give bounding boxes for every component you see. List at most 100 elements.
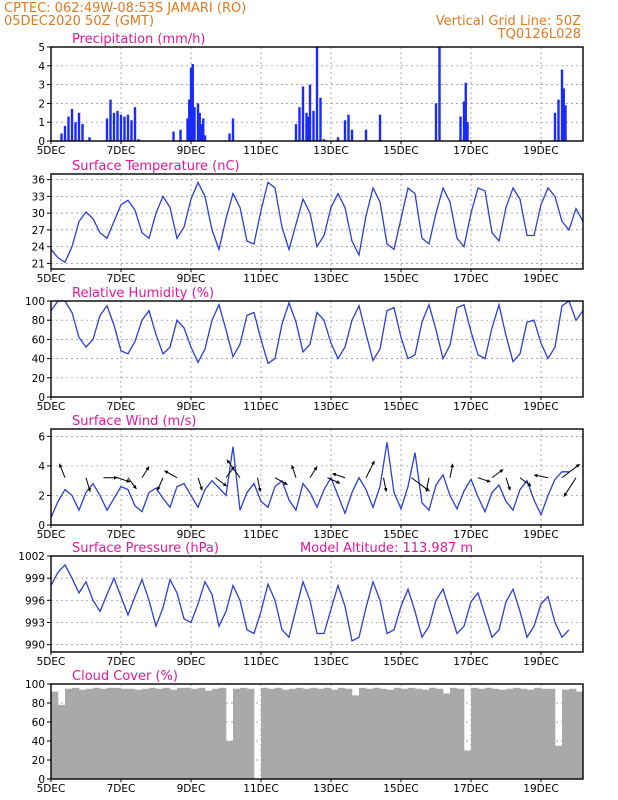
cloud-bar-10 bbox=[121, 688, 129, 779]
bar-precip-40 bbox=[319, 97, 322, 141]
xtick-label-pres-1: 7DEC bbox=[107, 656, 136, 668]
bar-precip-27 bbox=[200, 124, 203, 141]
xtick-label-rh-5: 15DEC bbox=[383, 401, 418, 413]
frame-rh bbox=[50, 300, 584, 398]
xtick-label-wind-0: 5DEC bbox=[37, 529, 66, 541]
bar-precip-7 bbox=[88, 137, 91, 141]
cloud-bar-54 bbox=[429, 687, 437, 779]
wind-arrowhead-24 bbox=[499, 469, 504, 473]
cloud-bar-55 bbox=[436, 688, 444, 779]
panel-subtitle-pres: Model Altitude: 113.987 m bbox=[300, 541, 473, 556]
bar-precip-39 bbox=[315, 47, 319, 141]
bar-precip-52 bbox=[464, 82, 467, 141]
panel-title-cloud: Cloud Cover (%) bbox=[72, 669, 178, 684]
ytick-label-pres-2: 996 bbox=[25, 595, 45, 607]
xtick-label-pres-2: 9DEC bbox=[177, 656, 206, 668]
ytick-label-rh-3: 60 bbox=[32, 334, 45, 346]
cloud-bar-3 bbox=[72, 687, 80, 779]
bar-precip-8 bbox=[105, 118, 109, 141]
xtick-label-rh-0: 5DEC bbox=[37, 401, 66, 413]
bar-precip-22 bbox=[189, 67, 193, 141]
xtick-label-rh-2: 9DEC bbox=[177, 401, 206, 413]
xtick-label-cloud-0: 5DEC bbox=[37, 783, 66, 795]
cloud-bar-21 bbox=[198, 687, 206, 779]
series-line-pres bbox=[50, 563, 570, 642]
wind-arrowhead-9 bbox=[222, 482, 227, 487]
wind-arrowhead-18 bbox=[371, 460, 375, 465]
cloud-bar-65 bbox=[506, 688, 514, 779]
series-line-rh bbox=[50, 299, 584, 365]
wind-arrowhead-5 bbox=[145, 466, 149, 471]
bar-precip-18 bbox=[172, 131, 175, 141]
bar-precip-36 bbox=[307, 116, 310, 141]
wind-arrowhead-17 bbox=[332, 472, 337, 477]
wind-arrowhead-11 bbox=[226, 459, 231, 464]
xtick-label-precip-4: 13DEC bbox=[313, 145, 348, 157]
cloud-bar-73 bbox=[562, 689, 570, 779]
cloud-bar-41 bbox=[338, 687, 346, 779]
cloud-bar-1 bbox=[58, 704, 66, 779]
cloud-bar-26 bbox=[233, 688, 241, 779]
xtick-label-pres-3: 11DEC bbox=[243, 656, 278, 668]
cloud-bar-33 bbox=[282, 689, 290, 779]
cloud-bar-62 bbox=[485, 687, 493, 779]
wind-arrowhead-19 bbox=[383, 487, 388, 492]
cloud-bar-17 bbox=[170, 689, 178, 779]
xtick-label-wind-7: 19DEC bbox=[523, 529, 558, 541]
cloud-bar-64 bbox=[499, 689, 507, 779]
bar-precip-16 bbox=[133, 107, 137, 141]
bar-precip-46 bbox=[364, 129, 368, 141]
wind-arrow-29 bbox=[563, 477, 577, 497]
cloud-bar-48 bbox=[387, 689, 395, 779]
cloud-bar-16 bbox=[163, 687, 171, 779]
bar-precip-4 bbox=[74, 122, 77, 141]
bar-precip-29 bbox=[203, 135, 207, 141]
wind-arrowhead-29 bbox=[563, 492, 568, 497]
ytick-label-rh-2: 40 bbox=[32, 354, 45, 366]
ytick-label-temp-3: 30 bbox=[32, 208, 45, 220]
wind-arrowhead-2 bbox=[113, 475, 118, 480]
cloud-bar-34 bbox=[289, 688, 297, 779]
cloud-bar-20 bbox=[191, 688, 199, 779]
xtick-label-precip-0: 5DEC bbox=[37, 145, 66, 157]
bar-precip-49 bbox=[438, 47, 441, 141]
cloud-bar-60 bbox=[471, 687, 479, 779]
xtick-label-wind-5: 15DEC bbox=[383, 529, 418, 541]
cloud-bar-46 bbox=[373, 687, 381, 779]
xtick-label-wind-3: 11DEC bbox=[243, 529, 278, 541]
cloud-bar-61 bbox=[478, 688, 486, 779]
xtick-label-temp-7: 19DEC bbox=[523, 273, 558, 285]
bar-precip-35 bbox=[305, 112, 308, 141]
wind-arrowhead-13 bbox=[283, 481, 288, 485]
cloud-bar-37 bbox=[310, 687, 318, 779]
xtick-label-pres-5: 15DEC bbox=[383, 656, 418, 668]
ytick-label-cloud-2: 40 bbox=[32, 736, 45, 748]
cloud-bar-15 bbox=[156, 688, 164, 779]
wind-arrowhead-6 bbox=[157, 486, 161, 491]
bar-precip-47 bbox=[378, 114, 382, 141]
ytick-label-pres-4: 1002 bbox=[18, 551, 45, 563]
bar-precip-34 bbox=[301, 86, 305, 141]
frame-pres bbox=[50, 555, 584, 653]
cloud-bar-68 bbox=[527, 689, 535, 779]
cloud-bar-36 bbox=[303, 688, 311, 779]
ytick-label-precip-4: 4 bbox=[38, 61, 45, 73]
panel-title-pres: Surface Pressure (hPa) bbox=[72, 541, 219, 556]
xtick-label-wind-2: 9DEC bbox=[177, 529, 206, 541]
cloud-bar-43 bbox=[352, 695, 360, 779]
xtick-label-rh-1: 7DEC bbox=[107, 401, 136, 413]
cloud-bar-47 bbox=[380, 688, 388, 779]
wind-arrowhead-27 bbox=[534, 473, 538, 478]
ytick-label-pres-3: 999 bbox=[25, 573, 45, 585]
bar-precip-55 bbox=[557, 99, 560, 141]
wind-arrowhead-1 bbox=[87, 487, 92, 492]
xtick-label-precip-3: 11DEC bbox=[243, 145, 278, 157]
bar-precip-50 bbox=[459, 116, 462, 141]
cloud-bar-57 bbox=[450, 687, 458, 779]
cloud-bar-23 bbox=[212, 688, 220, 779]
xtick-label-cloud-5: 15DEC bbox=[383, 783, 418, 795]
cloud-bar-67 bbox=[520, 688, 528, 779]
wind-arrowhead-23 bbox=[486, 479, 491, 483]
panel-title-temp: Surface Temperature (nC) bbox=[72, 159, 240, 174]
